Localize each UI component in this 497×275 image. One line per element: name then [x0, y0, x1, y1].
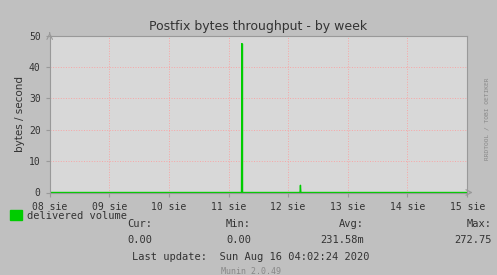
Text: 272.75: 272.75 — [455, 235, 492, 245]
Text: Munin 2.0.49: Munin 2.0.49 — [221, 267, 281, 275]
FancyBboxPatch shape — [10, 210, 22, 219]
Text: RRDTOOL / TOBI OETIKER: RRDTOOL / TOBI OETIKER — [485, 77, 490, 160]
Text: 0.00: 0.00 — [226, 235, 251, 245]
Text: Last update:  Sun Aug 16 04:02:24 2020: Last update: Sun Aug 16 04:02:24 2020 — [132, 252, 370, 262]
Y-axis label: bytes / second: bytes / second — [15, 76, 25, 152]
Text: Cur:: Cur: — [128, 219, 153, 229]
Text: Min:: Min: — [226, 219, 251, 229]
Text: 0.00: 0.00 — [128, 235, 153, 245]
Title: Postfix bytes throughput - by week: Postfix bytes throughput - by week — [150, 20, 367, 33]
Text: delivered volume: delivered volume — [27, 211, 127, 221]
Text: Max:: Max: — [467, 219, 492, 229]
Text: 231.58m: 231.58m — [321, 235, 364, 245]
Text: Avg:: Avg: — [339, 219, 364, 229]
